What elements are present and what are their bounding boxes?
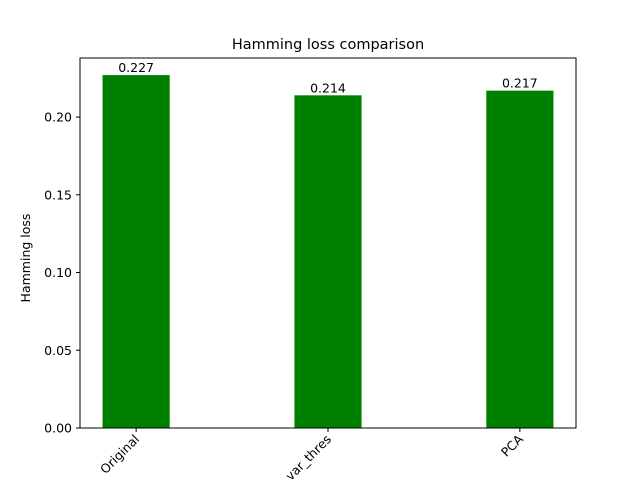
bars-group (102, 75, 554, 429)
value-label-pca: 0.217 (502, 76, 538, 91)
x-tick-label-var-thres: var_thres (282, 432, 334, 480)
y-tick-label: 0.00 (44, 421, 72, 436)
y-tick-label: 0.05 (44, 343, 72, 358)
axes-frame (79, 57, 577, 429)
y-tick-label: 0.15 (44, 187, 72, 202)
bar-original (102, 75, 170, 429)
x-axis-ticks: Original var_thres PCA (97, 428, 526, 480)
x-tick-label-pca: PCA (498, 431, 526, 459)
value-label-original: 0.227 (118, 60, 154, 75)
bar-pca (486, 90, 554, 428)
y-tick-label: 0.10 (44, 265, 72, 280)
chart-title: Hamming loss comparison (232, 37, 424, 53)
value-label-var-thres: 0.214 (310, 80, 346, 95)
x-tick-label-original: Original (97, 432, 142, 477)
y-axis-label: Hamming loss (18, 214, 33, 303)
value-labels-group: 0.227 0.214 0.217 (118, 60, 538, 95)
bar-var-thres (294, 95, 362, 429)
y-tick-label: 0.20 (44, 110, 72, 125)
y-axis-ticks: 0.00 0.05 0.10 0.15 0.20 (44, 110, 80, 436)
